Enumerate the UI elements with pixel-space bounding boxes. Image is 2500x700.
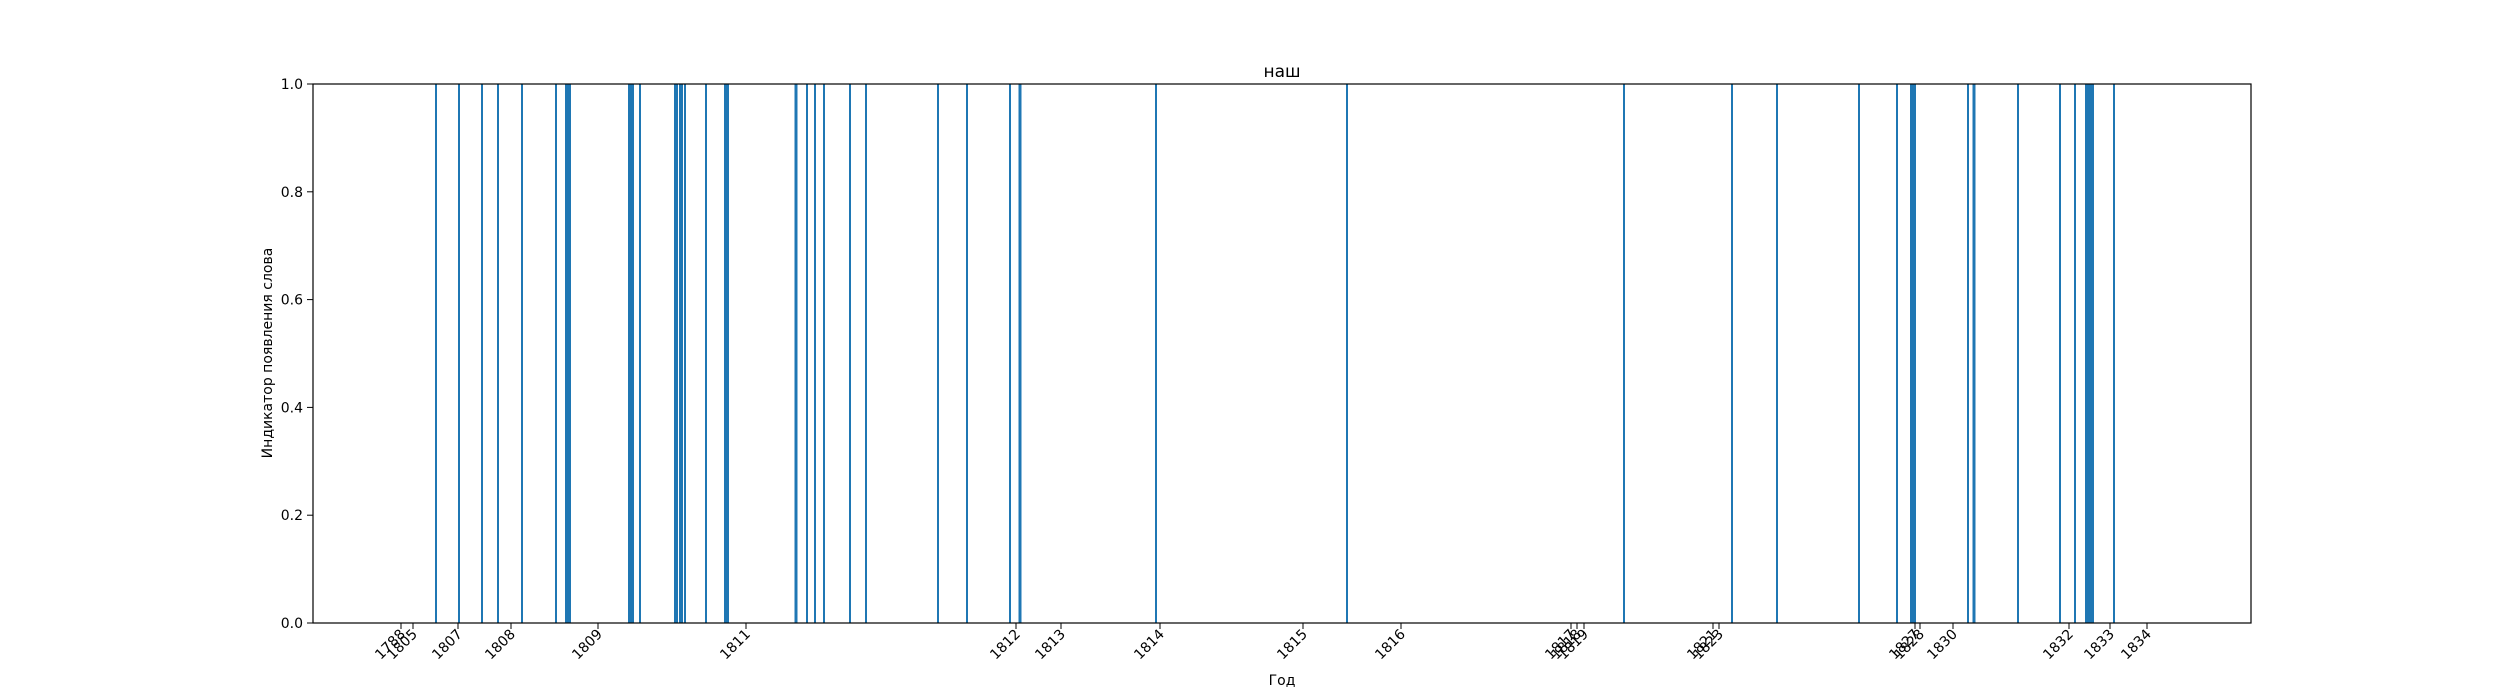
- occurrence-bar: [937, 84, 939, 623]
- occurrence-bar: [1896, 84, 1898, 623]
- occurrence-bar: [1972, 84, 1976, 623]
- x-tick-label: 1816: [1372, 626, 1409, 663]
- occurrence-bar: [1346, 84, 1348, 623]
- y-axis: 0.0 0.2 0.4 0.6 0.8 1.0: [281, 77, 313, 632]
- occurrence-bar: [639, 84, 641, 623]
- x-tick-label: 1833: [2081, 627, 2118, 664]
- x-tick-label: 1807: [429, 627, 466, 664]
- bars-group: [435, 84, 2115, 623]
- x-tick-label: 1830: [1924, 627, 1961, 664]
- y-tick-label: 1.0: [281, 77, 303, 93]
- occurrence-bar: [555, 84, 557, 623]
- x-tick-label: 1815: [1274, 627, 1311, 664]
- x-tick-label: 1812: [987, 627, 1024, 664]
- occurrence-bar: [435, 84, 437, 623]
- occurrence-bar: [2074, 84, 2076, 623]
- occurrence-bar: [806, 84, 808, 623]
- y-axis-label: Индикатор появления слова: [260, 248, 276, 459]
- occurrence-bar: [1009, 84, 1011, 623]
- occurrence-bar: [1731, 84, 1733, 623]
- x-tick-label: 1811: [717, 627, 754, 664]
- occurrence-bar: [1018, 84, 1022, 623]
- occurrence-bar: [2113, 84, 2115, 623]
- x-tick-label: 1832: [2040, 627, 2077, 664]
- occurrence-bar: [628, 84, 632, 623]
- occurrence-bar: [966, 84, 968, 623]
- occurrence-bar: [632, 84, 634, 623]
- occurrence-bar: [521, 84, 523, 623]
- occurrence-bar: [481, 84, 483, 623]
- occurrence-bar: [1858, 84, 1860, 623]
- occurrence-bar: [2017, 84, 2019, 623]
- chart-title: наш: [1263, 62, 1300, 82]
- occurrence-bar: [865, 84, 867, 623]
- y-tick-label: 0.0: [281, 616, 303, 632]
- occurrence-bar: [1967, 84, 1969, 623]
- occurrence-bar: [497, 84, 499, 623]
- x-axis-label: Год: [1269, 673, 1296, 689]
- occurrence-bar: [458, 84, 460, 623]
- occurrence-bar: [2090, 84, 2094, 623]
- occurrence-bar: [1776, 84, 1778, 623]
- occurrence-bar: [1623, 84, 1625, 623]
- occurrence-bar: [725, 84, 729, 623]
- y-tick-label: 0.8: [281, 185, 303, 201]
- y-tick-label: 0.4: [281, 400, 303, 416]
- occurrence-bar: [814, 84, 816, 623]
- plot-frame: [312, 83, 2252, 624]
- occurrence-bar: [567, 84, 571, 623]
- x-tick-label: 1834: [2118, 626, 2155, 663]
- x-tick-label: 1814: [1131, 626, 1168, 663]
- occurrence-bar: [2085, 84, 2087, 623]
- y-tick-label: 0.2: [281, 508, 303, 524]
- occurrence-bar: [679, 84, 683, 623]
- y-tick-label: 0.6: [281, 293, 303, 309]
- occurrence-bar: [2087, 84, 2091, 623]
- occurrence-bar: [794, 84, 798, 623]
- occurrence-bar: [823, 84, 825, 623]
- x-tick-label: 1809: [569, 627, 606, 664]
- occurrence-bar: [1912, 84, 1916, 623]
- occurrence-bar: [849, 84, 851, 623]
- occurrence-bar: [1155, 84, 1157, 623]
- occurrence-bar: [705, 84, 707, 623]
- occurrence-bar: [684, 84, 686, 623]
- occurrence-bar: [1910, 84, 1912, 623]
- occurrence-bar: [2059, 84, 2061, 623]
- occurrence-bar: [674, 84, 678, 623]
- x-tick-label: 1813: [1032, 627, 1069, 664]
- x-tick-label: 1808: [482, 627, 519, 664]
